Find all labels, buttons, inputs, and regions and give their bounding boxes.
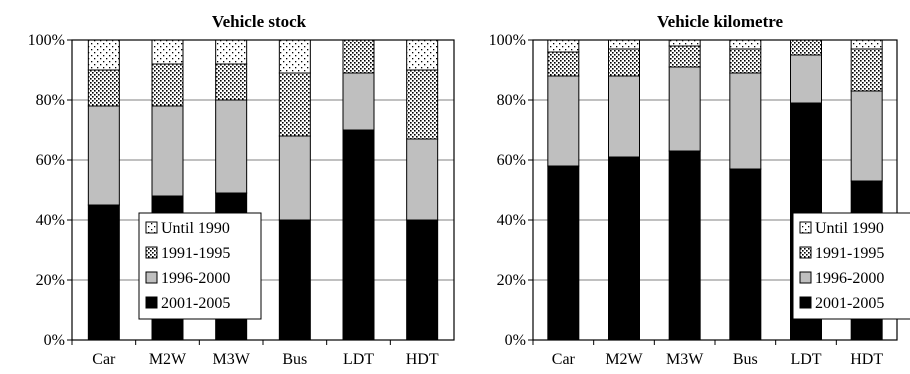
bar-m3w-2001-2005: [668, 150, 701, 341]
x-tick-label: HDT: [406, 351, 439, 368]
x-tick-label: LDT: [790, 351, 821, 368]
legend-swatch-1991-1995: [145, 246, 158, 259]
legend-label-1996-2000: 1996-2000: [161, 270, 230, 287]
x-tick-label: HDT: [850, 351, 883, 368]
legend-swatch-2001-2005: [145, 296, 158, 309]
bar-car-until-1990: [547, 39, 580, 53]
chart-vehicle-stock: Vehicle stock 0% 20% 40% 60% 80% 100% Car M2W M…: [28, 12, 455, 368]
bar-hdt-1996-2000: [850, 90, 883, 182]
legend-box: [792, 212, 910, 320]
x-tick-label: M3W: [213, 351, 251, 368]
bar-bus-1996-2000: [729, 72, 762, 170]
bar-ldt-1991-1995: [790, 39, 822, 56]
bar-bus-1996-2000: [278, 135, 311, 221]
legend-label-2001-2005: 2001-2005: [815, 295, 884, 312]
bar-m2w-1991-1995: [151, 63, 184, 107]
legend-box: [138, 212, 262, 320]
bar-m3w-until-1990: [215, 39, 248, 65]
x-tick-label: M2W: [605, 351, 643, 368]
x-tick-label: Bus: [733, 351, 758, 368]
bar-m2w-1991-1995: [608, 48, 640, 77]
bar-m2w-until-1990: [151, 39, 184, 65]
y-tick-label: 0%: [505, 332, 526, 349]
bar-ldt-1996-2000: [790, 54, 822, 104]
legend-swatch-2001-2005: [799, 296, 812, 309]
x-tick-label: Car: [92, 351, 116, 368]
plot-area-border: [71, 39, 455, 341]
y-tick-label: 80%: [36, 92, 65, 109]
y-tick-label: 60%: [497, 152, 526, 169]
legend-swatch-1991-1995: [799, 246, 812, 259]
legend-label-1991-1995: 1991-1995: [815, 245, 884, 262]
gridlines: [72, 99, 454, 281]
y-tick-label: 20%: [497, 272, 526, 289]
x-tick-label: LDT: [343, 351, 374, 368]
chart-title: Vehicle kilometre: [657, 12, 784, 31]
legend-label-until-1990: Until 1990: [815, 220, 884, 237]
legend-label-1996-2000: 1996-2000: [815, 270, 884, 287]
bar-m3w-until-1990: [668, 39, 701, 47]
legend: Until 1990 1991-1995 1996-2000 2001-2005: [792, 212, 910, 320]
plot-frame: [71, 39, 455, 341]
bar-hdt-until-1990: [850, 39, 883, 50]
bar-hdt-1991-1995: [850, 48, 883, 92]
bar-hdt-2001-2005: [406, 219, 439, 341]
bar-ldt-1996-2000: [342, 72, 375, 131]
bar-m2w-until-1990: [608, 39, 640, 50]
legend-swatch-1996-2000: [799, 271, 812, 284]
chart-title: Vehicle stock: [212, 12, 307, 31]
y-tick-label: 40%: [497, 212, 526, 229]
bar-m3w-1996-2000: [668, 66, 701, 152]
bar-bus-until-1990: [729, 39, 762, 50]
legend-label-1991-1995: 1991-1995: [161, 245, 230, 262]
bar-car-until-1990: [87, 39, 120, 71]
y-tick-labels: 0% 20% 40% 60% 80% 100%: [489, 32, 533, 349]
bar-ldt-1991-1995: [342, 39, 375, 74]
bar-car-1996-2000: [547, 75, 580, 167]
y-tick-label: 80%: [497, 92, 526, 109]
y-tick-label: 60%: [36, 152, 65, 169]
bar-bus-1991-1995: [278, 72, 311, 137]
x-tick-label: M3W: [666, 351, 704, 368]
legend-label-until-1990: Until 1990: [161, 220, 230, 237]
x-tick-label: M2W: [149, 351, 187, 368]
bar-bus-2001-2005: [278, 219, 311, 341]
bar-car-1991-1995: [547, 51, 580, 77]
bar-m3w-1996-2000: [215, 99, 248, 194]
legend-swatch-until-1990: [799, 221, 812, 234]
bar-car-1991-1995: [87, 69, 120, 107]
bar-m3w-1991-1995: [215, 63, 248, 101]
x-tick-labels: Car M2W M3W Bus LDT HDT: [71, 340, 439, 368]
bar-car-2001-2005: [87, 204, 120, 341]
legend-label-2001-2005: 2001-2005: [161, 295, 230, 312]
legend-swatch-until-1990: [145, 221, 158, 234]
bar-hdt-until-1990: [406, 39, 439, 71]
bar-car-2001-2005: [547, 165, 580, 341]
y-tick-label: 100%: [489, 32, 526, 49]
legend-swatch-1996-2000: [145, 271, 158, 284]
legend: Until 1990 1991-1995 1996-2000 2001-2005: [138, 212, 262, 320]
bar-hdt-1991-1995: [406, 69, 439, 140]
bar-m2w-2001-2005: [608, 156, 640, 341]
y-tick-label: 20%: [36, 272, 65, 289]
x-tick-label: Car: [552, 351, 576, 368]
bar-m2w-1996-2000: [608, 75, 640, 158]
bar-bus-1991-1995: [729, 48, 762, 74]
y-tick-label: 0%: [44, 332, 65, 349]
y-tick-label: 100%: [28, 32, 65, 49]
bar-bus-2001-2005: [729, 168, 762, 341]
bar-bus-until-1990: [278, 39, 311, 74]
y-tick-labels: 0% 20% 40% 60% 80% 100%: [28, 32, 72, 349]
bar-m2w-1996-2000: [151, 105, 184, 197]
bar-m3w-1991-1995: [668, 45, 701, 68]
y-tick-label: 40%: [36, 212, 65, 229]
bar-hdt-1996-2000: [406, 138, 439, 221]
x-tick-labels: Car M2W M3W Bus LDT HDT: [532, 340, 883, 368]
x-tick-label: Bus: [282, 351, 307, 368]
bar-ldt-2001-2005: [342, 129, 375, 341]
chart-vehicle-kilometre: Vehicle kilometre 0% 20% 40% 60% 80% 100% Car…: [489, 12, 910, 368]
bar-car-1996-2000: [87, 105, 120, 206]
